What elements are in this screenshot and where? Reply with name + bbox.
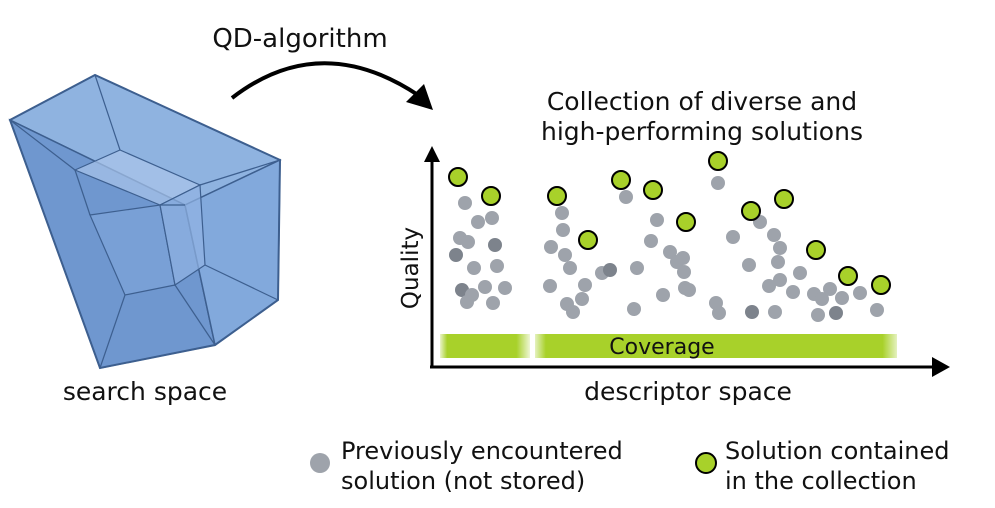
previous-solution-dot [712, 306, 726, 320]
previous-solution-dot [467, 261, 481, 275]
collected-solution-dot [774, 189, 794, 209]
previous-solution-dot [619, 190, 633, 204]
collected-solution-dot [481, 186, 501, 206]
legend-previous-line1: Previously encountered [341, 437, 623, 465]
collected-solution-dot [547, 186, 567, 206]
previous-solution-dot [556, 223, 570, 237]
collected-solution-dot [611, 170, 631, 190]
previous-solution-dot [630, 261, 644, 275]
previous-solution-dot [478, 280, 492, 294]
hypercube-icon [8, 73, 282, 370]
collection-title-line2: high-performing solutions [541, 117, 863, 146]
previous-solution-dot [793, 266, 807, 280]
previous-solution-dot [811, 308, 825, 322]
previous-solution-dot [650, 213, 664, 227]
previous-solution-dot [656, 288, 670, 302]
previous-solution-dot [563, 261, 577, 275]
previous-solution-dot [471, 215, 485, 229]
collected-solution-dot [806, 240, 826, 260]
previous-solution-dot [461, 235, 475, 249]
previous-solution-dot [823, 282, 837, 296]
previous-solution-dot [543, 279, 557, 293]
previous-solution-dot [762, 279, 776, 293]
legend-collection-line1: Solution contained [725, 437, 949, 465]
legend-collection-line2: in the collection [725, 467, 917, 495]
previous-solution-dot [558, 248, 572, 262]
previous-solution-dot [555, 206, 569, 220]
collected-solution-dot [578, 230, 598, 250]
collected-solution-dot [643, 180, 663, 200]
previous-solution-dot [768, 305, 782, 319]
collected-solution-dot [448, 167, 468, 187]
previous-solution-dot [449, 248, 463, 262]
previous-solution-dot [773, 241, 787, 255]
previous-solution-dot [773, 273, 787, 287]
legend-collection-swatch [695, 452, 717, 474]
previous-solution-dot [490, 259, 504, 273]
algorithm-arrow-head [406, 84, 433, 110]
previous-solution-dot [485, 211, 499, 225]
previous-solution-dot [676, 251, 690, 265]
y-axis-arrow [424, 146, 440, 162]
coverage-bar-right [535, 334, 897, 358]
y-axis-label: Quality [398, 227, 424, 309]
coverage-bar-left [440, 334, 530, 358]
previous-solution-dot [870, 303, 884, 317]
previous-solution-dot [544, 240, 558, 254]
previous-solution-dot [853, 286, 867, 300]
previous-solution-dot [578, 278, 592, 292]
collected-solution-dot [838, 266, 858, 286]
previous-solution-dot [767, 228, 781, 242]
collection-title-line1: Collection of diverse and [547, 87, 857, 116]
previous-solution-dot [711, 176, 725, 190]
collected-solution-dot [676, 212, 696, 232]
legend-previous-line2: solution (not stored) [341, 467, 585, 495]
previous-solution-dot [663, 245, 677, 259]
previous-solution-dot [486, 296, 500, 310]
previous-solution-dot [575, 292, 589, 306]
previous-solution-dot [835, 291, 849, 305]
collected-solution-dot [741, 201, 761, 221]
previous-solution-dot [460, 295, 474, 309]
previous-solution-dot [742, 258, 756, 272]
x-axis-label: descriptor space [584, 377, 792, 406]
search-space-label: search space [63, 377, 227, 406]
algorithm-arrow [230, 61, 420, 100]
algorithm-label: QD-algorithm [212, 24, 387, 54]
previous-solutions [449, 176, 884, 322]
collected-solution-dot [708, 151, 728, 171]
x-axis-arrow [932, 357, 950, 377]
collected-solution-dot [871, 275, 891, 295]
previous-solution-dot [627, 302, 641, 316]
previous-solution-dot [644, 234, 658, 248]
previous-solution-dot [745, 305, 759, 319]
previous-solution-dot [677, 265, 691, 279]
previous-solution-dot [815, 292, 829, 306]
previous-solution-dot [488, 238, 502, 252]
previous-solution-dot [603, 263, 617, 277]
coverage-label: Coverage [609, 335, 714, 360]
legend-previous-swatch [310, 453, 330, 473]
previous-solution-dot [498, 281, 512, 295]
previous-solution-dot [682, 283, 696, 297]
previous-solution-dot [786, 285, 800, 299]
collection-solutions [448, 151, 891, 295]
previous-solution-dot [458, 196, 472, 210]
previous-solution-dot [829, 306, 843, 320]
previous-solution-dot [566, 305, 580, 319]
previous-solution-dot [771, 255, 785, 269]
previous-solution-dot [726, 230, 740, 244]
